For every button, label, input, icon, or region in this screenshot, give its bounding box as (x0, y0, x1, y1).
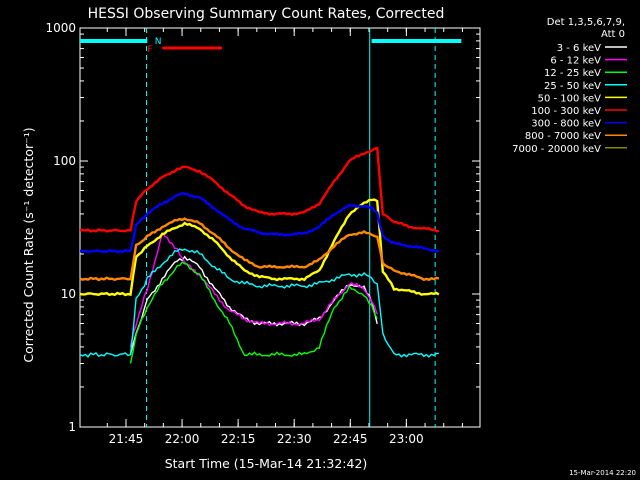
legend-label: 800 - 7000 keV (525, 131, 601, 142)
y-tick-label: 1 (68, 420, 76, 434)
legend-label: 100 - 300 keV (531, 106, 601, 117)
x-tick-label: 23:00 (389, 432, 424, 446)
series-line (129, 255, 378, 355)
legend: Det 1,3,5,6,7,9, Att 0 3 - 6 keV 6 - 12 k… (512, 17, 627, 155)
legend-label: 25 - 50 keV (544, 81, 601, 92)
plot-frame (79, 27, 481, 428)
y-tick-label: 1000 (45, 21, 76, 35)
legend-header-line-1: Det 1,3,5,6,7,9, (547, 17, 625, 28)
flag-bars: NF (80, 28, 462, 427)
x-tick-label: 22:00 (165, 432, 200, 446)
legend-label: 3 - 6 keV (557, 43, 601, 54)
legend-label: 12 - 25 keV (544, 68, 601, 79)
x-tick-label: 21:45 (109, 432, 144, 446)
series-line (129, 261, 378, 364)
series-line (79, 146, 439, 233)
y-tick-label: 10 (61, 287, 76, 301)
axis-ticks: 21:45 22:00 22:15 22:30 22:45 23:00 1 10 100 1000 (45, 21, 480, 446)
flag-label-n: N (155, 37, 162, 47)
x-axis-label: Start Time (15-Mar-14 21:32:42) (165, 456, 368, 471)
series-line (129, 231, 378, 348)
legend-label: 50 - 100 keV (538, 93, 602, 104)
flag-label-f: F (147, 45, 152, 55)
y-axis-label: Corrected Count Rate (s⁻¹ detector⁻¹) (21, 127, 36, 362)
x-tick-label: 22:45 (333, 432, 368, 446)
series-line (79, 217, 440, 282)
chart-title: HESSI Observing Summary Count Rates, Cor… (88, 6, 445, 22)
x-tick-label: 22:30 (277, 432, 312, 446)
series-line (79, 248, 439, 358)
series-line (79, 192, 440, 254)
x-tick-label: 22:15 (221, 432, 256, 446)
y-tick-label: 100 (53, 154, 76, 168)
plot-area: 21:45 22:00 22:15 22:30 22:45 23:00 1 10 100 1000… (45, 21, 481, 446)
legend-header-line-2: Att 0 (601, 29, 625, 40)
generated-timestamp: 15-Mar-2014 22:20 (569, 469, 636, 477)
legend-label: 300 - 800 keV (531, 119, 601, 130)
legend-label: 7000 - 20000 keV (512, 144, 601, 155)
legend-label: 6 - 12 keV (550, 56, 601, 67)
series-lines (79, 146, 440, 364)
